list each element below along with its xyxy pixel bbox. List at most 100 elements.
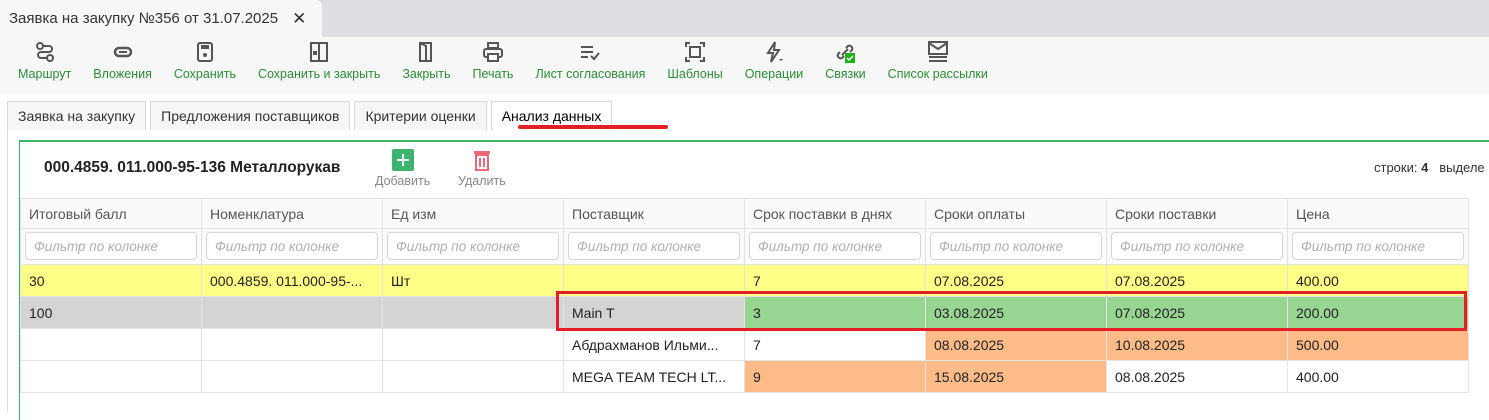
table-cell[interactable]	[201, 296, 383, 329]
column-header[interactable]: Цена	[1287, 198, 1469, 229]
column-header[interactable]: Номенклатура	[201, 198, 383, 229]
table-row[interactable]: 30 000.4859. 011.000-95-... Шт 7 07.08.2025 0…	[20, 264, 1469, 297]
filter-cell: Фильтр по колонке	[20, 228, 202, 265]
table-cell[interactable]	[201, 328, 383, 361]
document-tab[interactable]: Заявка на закупку №356 от 31.07.2025 ✕	[0, 0, 322, 37]
toolbar-button-printer[interactable]: Печать	[473, 37, 513, 94]
table-cell[interactable]: 10.08.2025	[1106, 328, 1288, 361]
tab-bar: Заявка на закупку Предложения поставщиков…	[7, 101, 616, 130]
table-cell[interactable]: 500.00	[1287, 328, 1469, 361]
toolbar-button-label: Операции	[744, 67, 804, 81]
table-cell[interactable]: 07.08.2025	[925, 264, 1107, 297]
panel-title: 000.4859. 011.000-95-136 Металлорукав	[44, 159, 341, 176]
document-tab-title: Заявка на закупку №356 от 31.07.2025	[9, 10, 279, 27]
add-button[interactable]: Добавить	[375, 149, 430, 188]
table-cell[interactable]: 400.00	[1287, 360, 1469, 393]
tab-2[interactable]: Критерии оценки	[354, 101, 487, 130]
table-cell[interactable]: 07.08.2025	[1106, 296, 1288, 329]
trash-icon	[473, 151, 490, 171]
table-cell[interactable]: 15.08.2025	[925, 360, 1107, 393]
table-cell[interactable]: Шт	[382, 264, 564, 297]
toolbar-button-door[interactable]: Закрыть	[402, 37, 451, 94]
data-panel	[19, 140, 1489, 420]
printer-icon	[481, 37, 505, 67]
add-label: Добавить	[375, 174, 431, 188]
column-header[interactable]: Поставщик	[563, 198, 745, 229]
toolbar-button-paperclip[interactable]: Вложения	[93, 37, 152, 94]
divider	[7, 130, 8, 412]
table-cell[interactable]: 08.08.2025	[1106, 360, 1288, 393]
table-cell[interactable]: 100	[20, 296, 202, 329]
table-cell[interactable]: 000.4859. 011.000-95-...	[201, 264, 383, 297]
table-cell[interactable]	[382, 360, 564, 393]
toolbar-button-label: Закрыть	[402, 67, 451, 81]
table-cell[interactable]: 200.00	[1287, 296, 1469, 329]
column-header[interactable]: Итоговый балл	[20, 198, 202, 229]
filter-cell: Фильтр по колонке	[744, 228, 926, 265]
column-filter-input[interactable]: Фильтр по колонке	[1292, 232, 1464, 260]
delete-button[interactable]: Удалить	[458, 149, 506, 188]
rows-label: строки:	[1374, 160, 1418, 175]
filter-cell: Фильтр по колонке	[563, 228, 745, 265]
column-header[interactable]: Срок поставки в днях	[744, 198, 926, 229]
door-icon	[414, 37, 438, 67]
column-header[interactable]: Ед изм	[382, 198, 564, 229]
toolbar-button-mail-list[interactable]: Список рассылки	[888, 37, 988, 94]
table-cell[interactable]	[563, 264, 745, 297]
table-cell[interactable]: Абдрахманов Ильми...	[563, 328, 745, 361]
column-filter-input[interactable]: Фильтр по колонке	[387, 232, 559, 260]
toolbar-button-link[interactable]: Связки	[825, 37, 866, 94]
save-icon	[193, 37, 217, 67]
table-cell[interactable]: Main T	[563, 296, 745, 329]
table-cell[interactable]	[20, 360, 202, 393]
column-header[interactable]: Сроки поставки	[1106, 198, 1288, 229]
column-filter-input[interactable]: Фильтр по колонке	[25, 232, 197, 260]
table-cell[interactable]: 30	[20, 264, 202, 297]
table-cell[interactable]: 400.00	[1287, 264, 1469, 297]
table-cell[interactable]	[201, 360, 383, 393]
toolbar-button-label: Вложения	[93, 67, 152, 81]
toolbar-button-save-close[interactable]: Сохранить и закрыть	[258, 37, 380, 94]
save-close-icon	[307, 37, 331, 67]
column-filter-input[interactable]: Фильтр по колонке	[749, 232, 921, 260]
table-cell[interactable]: 07.08.2025	[1106, 264, 1288, 297]
toolbar-button-label: Сохранить	[173, 67, 236, 81]
filter-placeholder: Фильтр по колонке	[758, 238, 883, 254]
toolbar-button-lightning[interactable]: Операции	[745, 37, 803, 94]
close-icon[interactable]: ✕	[292, 8, 307, 28]
table-cell[interactable]	[382, 328, 564, 361]
toolbar-button-save[interactable]: Сохранить	[174, 37, 236, 94]
table-cell[interactable]: 7	[744, 328, 926, 361]
toolbar-button-checklist[interactable]: Лист согласования	[535, 37, 645, 94]
mail-list-icon	[926, 37, 950, 67]
table-row[interactable]: MEGA TEAM TECH LT... 9 15.08.2025 08.08.202…	[20, 360, 1469, 393]
selected-label: выделе	[1439, 160, 1485, 175]
table-cell[interactable]	[20, 328, 202, 361]
column-filter-input[interactable]: Фильтр по колонке	[206, 232, 378, 260]
toolbar-button-label: Лист согласования	[535, 67, 646, 81]
table-cell[interactable]: 7	[744, 264, 926, 297]
filter-placeholder: Фильтр по колонке	[1120, 238, 1245, 254]
table-cell[interactable]: 3	[744, 296, 926, 329]
delete-label: Удалить	[458, 174, 506, 188]
tab-1[interactable]: Предложения поставщиков	[150, 101, 351, 130]
analysis-grid: Итоговый балл Номенклатура Ед изм Поставщик…	[20, 198, 1469, 393]
column-header[interactable]: Сроки оплаты	[925, 198, 1107, 229]
tab-0[interactable]: Заявка на закупку	[7, 101, 147, 130]
column-filter-input[interactable]: Фильтр по колонке	[568, 232, 740, 260]
table-cell[interactable]	[382, 296, 564, 329]
filter-placeholder: Фильтр по колонке	[1301, 238, 1426, 254]
table-row[interactable]: Абдрахманов Ильми... 7 08.08.2025 10.08.202…	[20, 328, 1469, 361]
filter-cell: Фильтр по колонке	[925, 228, 1107, 265]
toolbar-button-route[interactable]: Маршрут	[18, 37, 71, 94]
table-cell[interactable]: MEGA TEAM TECH LT...	[563, 360, 745, 393]
table-cell[interactable]: 08.08.2025	[925, 328, 1107, 361]
table-cell[interactable]: 03.08.2025	[925, 296, 1107, 329]
table-row[interactable]: 100 Main T 3 03.08.2025 07.08.2025 200.00	[20, 296, 1469, 329]
column-filter-input[interactable]: Фильтр по колонке	[930, 232, 1102, 260]
column-filter-input[interactable]: Фильтр по колонке	[1111, 232, 1283, 260]
toolbar-button-template[interactable]: Шаблоны	[667, 37, 723, 94]
filter-placeholder: Фильтр по колонке	[215, 238, 340, 254]
paperclip-icon	[111, 37, 135, 67]
table-cell[interactable]: 9	[744, 360, 926, 393]
